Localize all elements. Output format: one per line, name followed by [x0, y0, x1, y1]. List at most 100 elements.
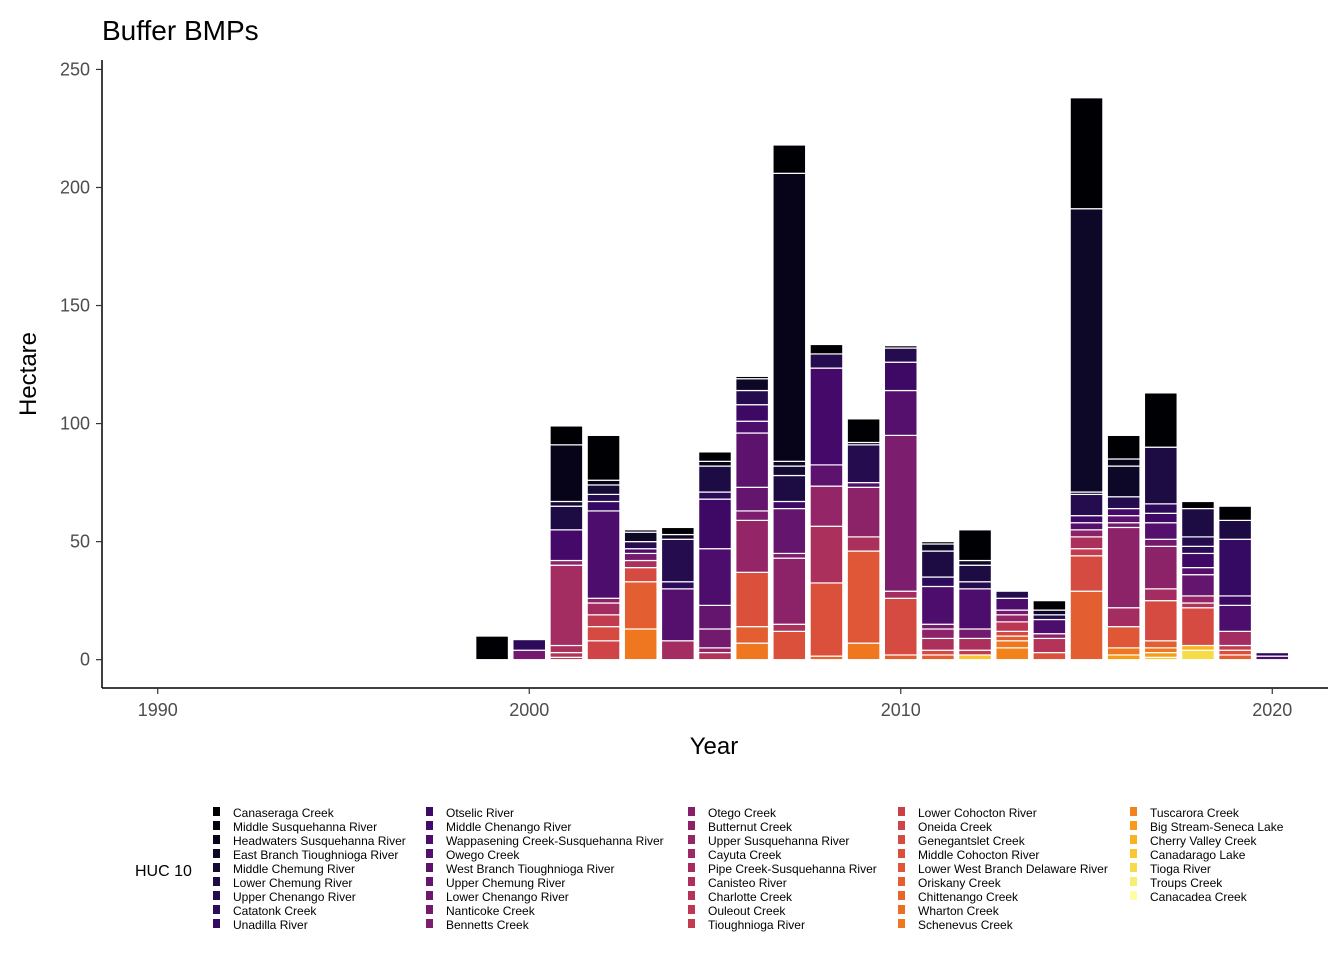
bar-segment-2011-6 [920, 576, 955, 588]
bar-segment-2019-8 [1218, 505, 1253, 521]
legend-swatch [1130, 891, 1137, 900]
bar-segment-2016-0 [1106, 654, 1141, 661]
legend-swatch [688, 849, 695, 858]
legend-label: Tioga River [1150, 862, 1211, 876]
bar-segment-2011-3 [920, 628, 955, 640]
bar-segment-2016-11 [1106, 434, 1141, 460]
bar-segment-2002-4 [586, 597, 621, 604]
bar-segment-2008-6 [809, 353, 844, 369]
legend-label: Big Stream-Seneca Lake [1150, 820, 1284, 834]
bar-segment-2012-6 [958, 564, 993, 583]
legend-swatch [1130, 849, 1137, 858]
bar-segment-2002-1 [586, 626, 621, 642]
bar-segment-2007-3 [772, 552, 807, 559]
bar-segment-2010-5 [883, 361, 918, 392]
legend-label: Canadarago Lake [1150, 848, 1246, 862]
bar-segment-2007-5 [772, 500, 807, 510]
bar-segment-2016-6 [1106, 515, 1141, 524]
legend-swatch [1130, 821, 1137, 830]
bar-segment-2016-1 [1106, 647, 1141, 656]
bar-segment-2014-5 [1032, 609, 1067, 616]
bar-segment-2010-0 [883, 654, 918, 661]
legend-swatch [1130, 807, 1137, 816]
legend-label: Upper Chemung River [446, 876, 565, 890]
legend-swatch [426, 863, 433, 872]
bar-segment-2006-5 [735, 486, 770, 512]
legend-label: Lower Chenango River [446, 890, 569, 904]
bar-segment-2006-10 [735, 378, 770, 392]
bar-segment-2017-1 [1143, 651, 1178, 658]
legend-swatch [426, 905, 433, 914]
bar-segment-2004-2 [660, 581, 695, 590]
bar-segment-2008-3 [809, 485, 844, 527]
legend-label: Canaseraga Creek [233, 806, 335, 820]
bar-segment-2013-5 [995, 614, 1030, 623]
bar-segment-2012-1 [958, 649, 993, 656]
legend-label: Bennetts Creek [446, 918, 530, 932]
bar-segment-2004-5 [660, 526, 695, 536]
bar-segment-1999-0 [475, 635, 510, 661]
bar-segment-2013-3 [995, 630, 1030, 637]
bar-segment-2010-3 [883, 434, 918, 592]
bar-segment-2009-4 [846, 482, 881, 488]
bar-segment-2012-4 [958, 588, 993, 630]
bar-segment-2012-2 [958, 637, 993, 651]
bar-segment-2001-7 [549, 500, 584, 507]
bar-segment-2000-0 [512, 649, 547, 661]
bar-segment-2010-2 [883, 590, 918, 599]
legend-label: Middle Chemung River [233, 862, 355, 876]
bar-segment-2002-5 [586, 510, 621, 599]
legend-label: Middle Susquehanna River [233, 820, 377, 834]
bar-segment-2004-1 [660, 588, 695, 642]
bar-segment-2019-7 [1218, 519, 1253, 540]
legend-label: Otego Creek [708, 806, 777, 820]
legend-label: West Branch Tioughnioga River [446, 862, 615, 876]
bar-segment-2012-0 [958, 654, 993, 661]
y-tick-label-0: 0 [80, 650, 90, 670]
bar-segment-2003-0 [623, 628, 658, 661]
bar-segment-2003-8 [623, 529, 658, 533]
legend-label: Lower Chemung River [233, 876, 352, 890]
legend-swatch [688, 891, 695, 900]
legend-swatch [213, 891, 220, 900]
bar-segment-2020-1 [1255, 651, 1290, 657]
bar-segment-2019-0 [1218, 654, 1253, 661]
bar-segment-2008-5 [809, 367, 844, 466]
bar-segment-2015-4 [1069, 529, 1104, 538]
bar-segment-2017-10 [1143, 503, 1178, 514]
bar-segment-2014-4 [1032, 614, 1067, 621]
bar-segment-2011-0 [920, 654, 955, 661]
legend-label: Upper Chenango River [233, 890, 356, 904]
bar-segment-2016-5 [1106, 522, 1141, 529]
legend-swatch [688, 905, 695, 914]
legend-swatch [688, 821, 695, 830]
bar-segment-2015-7 [1069, 493, 1104, 517]
bar-segment-2011-7 [920, 550, 955, 578]
x-axis-label: Year [690, 733, 739, 760]
legend-swatch [1130, 877, 1137, 886]
bar-segment-2001-2 [549, 644, 584, 654]
bar-segment-2005-4 [698, 548, 732, 606]
bar-segment-2017-6 [1143, 545, 1178, 590]
legend-swatch [213, 807, 220, 816]
bar-segment-2017-11 [1143, 446, 1178, 505]
bar-segment-2015-9 [1069, 208, 1104, 493]
legend-label: Catatonk Creek [233, 904, 317, 918]
bar-segment-2018-10 [1181, 507, 1215, 538]
bar-segment-2017-9 [1143, 512, 1178, 524]
bar-segment-2002-6 [586, 500, 621, 512]
bar-segment-2016-7 [1106, 507, 1141, 517]
bar-segment-2007-2 [772, 557, 807, 625]
bar-segment-2001-6 [549, 505, 584, 531]
bar-segment-2016-2 [1106, 626, 1141, 649]
bar-segment-2004-0 [660, 640, 695, 661]
legend-swatch [898, 835, 905, 844]
legend-swatch [426, 807, 433, 816]
bar-segment-2011-9 [920, 541, 955, 545]
bar-segment-2016-4 [1106, 526, 1141, 609]
bar-segment-2001-9 [549, 425, 584, 446]
bar-segment-2006-6 [735, 432, 770, 488]
bar-segment-2006-2 [735, 571, 770, 628]
legend-label: Headwaters Susquehanna River [233, 834, 406, 848]
bar-segment-2004-3 [660, 538, 695, 583]
